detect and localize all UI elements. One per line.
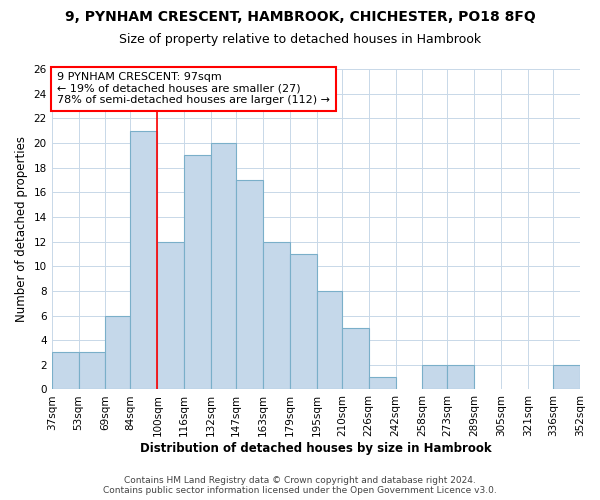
Bar <box>79 352 106 390</box>
Y-axis label: Number of detached properties: Number of detached properties <box>15 136 28 322</box>
X-axis label: Distribution of detached houses by size in Hambrook: Distribution of detached houses by size … <box>140 442 491 455</box>
Bar <box>263 242 290 390</box>
Bar <box>342 328 368 390</box>
Text: 9, PYNHAM CRESCENT, HAMBROOK, CHICHESTER, PO18 8FQ: 9, PYNHAM CRESCENT, HAMBROOK, CHICHESTER… <box>65 10 535 24</box>
Text: Size of property relative to detached houses in Hambrook: Size of property relative to detached ho… <box>119 32 481 46</box>
Bar <box>184 156 211 390</box>
Bar <box>448 365 475 390</box>
Bar <box>236 180 263 390</box>
Bar <box>422 365 448 390</box>
Bar <box>553 365 580 390</box>
Bar <box>317 291 342 390</box>
Bar <box>290 254 317 390</box>
Text: Contains HM Land Registry data © Crown copyright and database right 2024.
Contai: Contains HM Land Registry data © Crown c… <box>103 476 497 495</box>
Bar <box>368 377 395 390</box>
Text: 9 PYNHAM CRESCENT: 97sqm
← 19% of detached houses are smaller (27)
78% of semi-d: 9 PYNHAM CRESCENT: 97sqm ← 19% of detach… <box>57 72 330 106</box>
Bar <box>157 242 184 390</box>
Bar <box>130 130 157 390</box>
Bar <box>52 352 79 390</box>
Bar <box>211 143 236 390</box>
Bar <box>106 316 130 390</box>
